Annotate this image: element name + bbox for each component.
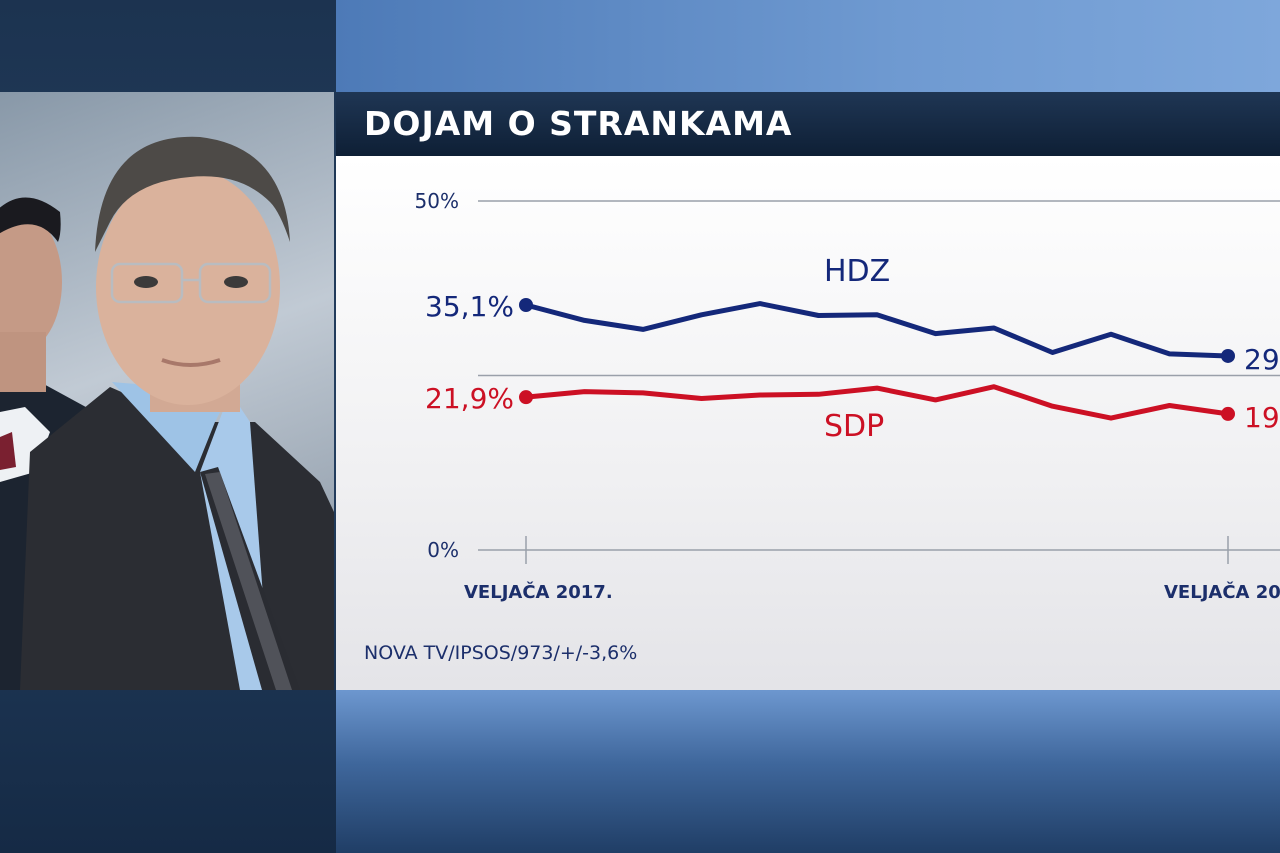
- data-point: [519, 390, 533, 405]
- data-point: [519, 298, 533, 313]
- y-tick-label: 0%: [427, 538, 459, 562]
- title-bar: DOJAM O STRANKAMA: [336, 92, 1280, 156]
- chart-panel: 0% 50% VELJAČA 2017. VELJAČA 201 35,1% 29 HDZ 2…: [336, 156, 1280, 690]
- series-line-hdz: [523, 301, 1231, 359]
- line-chart: 0% 50% VELJAČA 2017. VELJAČA 201 35,1% 29 HDZ 2…: [415, 189, 1280, 603]
- data-label: 19,: [1244, 401, 1280, 434]
- data-label: 35,1%: [425, 290, 514, 323]
- data-label: 21,9%: [425, 382, 514, 415]
- politicians-photo: [0, 92, 334, 690]
- portrait-photo-icon: [0, 136, 334, 690]
- x-tick-label: VELJAČA 2017.: [464, 581, 613, 603]
- series-name-label: HDZ: [824, 254, 890, 289]
- series-line-sdp: [523, 384, 1231, 421]
- foreground-person: [20, 136, 334, 690]
- top-background: [336, 0, 1280, 92]
- series-name-label: SDP: [824, 409, 884, 444]
- chart-title: DOJAM O STRANKAMA: [364, 104, 793, 143]
- y-tick-label: 50%: [415, 189, 459, 213]
- data-label: 29: [1244, 343, 1280, 376]
- data-point: [1221, 406, 1235, 421]
- bottom-background: [336, 690, 1280, 853]
- x-tick-label: VELJAČA 201: [1164, 581, 1280, 603]
- source-note: NOVA TV/IPSOS/973/+/-3,6%: [364, 642, 638, 664]
- data-point: [1221, 348, 1235, 363]
